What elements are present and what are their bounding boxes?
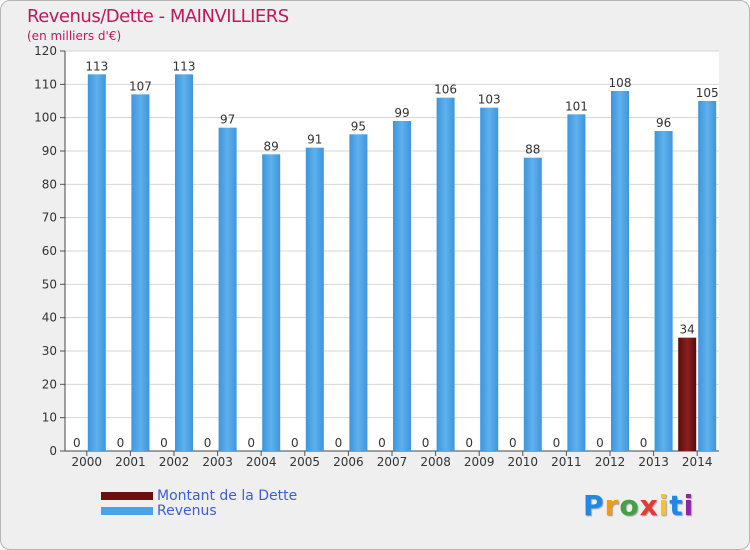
bar-revenus bbox=[393, 121, 411, 451]
legend: Montant de la Dette Revenus bbox=[101, 487, 298, 519]
bar-revenus bbox=[131, 94, 150, 451]
x-tick-label: 2004 bbox=[246, 455, 277, 469]
data-label-dette: 0 bbox=[291, 436, 299, 450]
data-label-revenus: 96 bbox=[656, 116, 671, 130]
y-tick-label: 70 bbox=[42, 211, 57, 225]
bar-revenus bbox=[480, 107, 499, 452]
data-label-dette: 34 bbox=[680, 323, 695, 337]
x-tick-label: 2003 bbox=[202, 455, 233, 469]
x-tick-label: 2014 bbox=[682, 455, 713, 469]
data-label-dette: 0 bbox=[465, 436, 473, 450]
y-tick-label: 110 bbox=[34, 77, 57, 91]
proxiti-logo: Proxiti bbox=[583, 489, 695, 522]
data-label-dette: 0 bbox=[378, 436, 386, 450]
x-tick-label: 2011 bbox=[551, 455, 582, 469]
bar-dette bbox=[678, 337, 697, 451]
x-tick-label: 2001 bbox=[115, 455, 146, 469]
y-tick-label: 40 bbox=[42, 311, 57, 325]
bar-revenus bbox=[436, 97, 455, 452]
data-label-dette: 0 bbox=[335, 436, 343, 450]
data-label-revenus: 99 bbox=[394, 106, 409, 120]
y-tick-label: 60 bbox=[42, 244, 57, 258]
data-label-revenus: 103 bbox=[478, 93, 501, 107]
data-label-revenus: 91 bbox=[307, 133, 322, 147]
data-label-dette: 0 bbox=[596, 436, 604, 450]
y-tick-label: 100 bbox=[34, 111, 57, 125]
legend-swatch-revenus bbox=[101, 506, 153, 515]
y-tick-label: 30 bbox=[42, 344, 57, 358]
bar-revenus bbox=[175, 74, 193, 451]
data-label-dette: 0 bbox=[509, 436, 517, 450]
legend-label-revenus: Revenus bbox=[157, 502, 217, 519]
y-tick-label: 20 bbox=[42, 377, 57, 391]
data-label-revenus: 95 bbox=[351, 119, 366, 133]
bar-revenus bbox=[218, 127, 237, 452]
bar-revenus bbox=[698, 101, 717, 451]
x-tick-label: 2000 bbox=[72, 455, 103, 469]
data-label-revenus: 106 bbox=[434, 83, 457, 97]
x-tick-label: 2010 bbox=[508, 455, 539, 469]
data-label-revenus: 107 bbox=[129, 79, 152, 93]
legend-item-dette: Montant de la Dette bbox=[101, 487, 298, 504]
data-label-revenus: 113 bbox=[85, 59, 108, 73]
x-tick-label: 2006 bbox=[333, 455, 364, 469]
y-tick-label: 0 bbox=[49, 444, 57, 458]
data-label-revenus: 88 bbox=[525, 143, 540, 157]
data-label-revenus: 101 bbox=[565, 99, 588, 113]
x-tick-label: 2008 bbox=[420, 455, 451, 469]
x-tick-label: 2007 bbox=[377, 455, 408, 469]
y-tick-label: 90 bbox=[42, 144, 57, 158]
bar-revenus bbox=[349, 134, 368, 452]
x-tick-label: 2009 bbox=[464, 455, 495, 469]
bar-revenus bbox=[305, 147, 324, 451]
data-label-revenus: 113 bbox=[173, 59, 196, 73]
data-label-dette: 0 bbox=[73, 436, 81, 450]
bar-revenus bbox=[567, 114, 586, 451]
data-label-dette: 0 bbox=[160, 436, 168, 450]
legend-item-revenus: Revenus bbox=[101, 502, 297, 519]
x-tick-label: 2005 bbox=[290, 455, 321, 469]
chart-subtitle: (en milliers d'€) bbox=[27, 29, 122, 43]
data-label-dette: 0 bbox=[553, 436, 561, 450]
y-tick-label: 120 bbox=[34, 44, 57, 58]
bar-revenus bbox=[87, 74, 106, 451]
bar-revenus bbox=[611, 91, 629, 451]
data-label-revenus: 97 bbox=[220, 113, 235, 127]
legend-label-dette: Montant de la Dette bbox=[157, 487, 298, 504]
data-label-revenus: 105 bbox=[696, 86, 719, 100]
y-tick-label: 10 bbox=[42, 411, 57, 425]
data-label-revenus: 108 bbox=[609, 76, 632, 90]
data-label-dette: 0 bbox=[247, 436, 255, 450]
bar-revenus bbox=[654, 131, 673, 451]
data-label-revenus: 89 bbox=[264, 139, 279, 153]
data-label-dette: 0 bbox=[117, 436, 125, 450]
data-label-dette: 0 bbox=[422, 436, 430, 450]
data-label-dette: 0 bbox=[204, 436, 212, 450]
y-tick-label: 50 bbox=[42, 277, 57, 291]
x-tick-label: 2002 bbox=[159, 455, 190, 469]
x-tick-label: 2013 bbox=[638, 455, 669, 469]
bar-revenus bbox=[262, 154, 281, 452]
chart-title: Revenus/Dette - MAINVILLIERS bbox=[27, 6, 289, 27]
legend-swatch-dette bbox=[101, 491, 153, 500]
data-label-dette: 0 bbox=[640, 436, 648, 450]
y-tick-label: 80 bbox=[42, 177, 57, 191]
bar-revenus bbox=[523, 157, 542, 451]
x-tick-label: 2012 bbox=[595, 455, 626, 469]
